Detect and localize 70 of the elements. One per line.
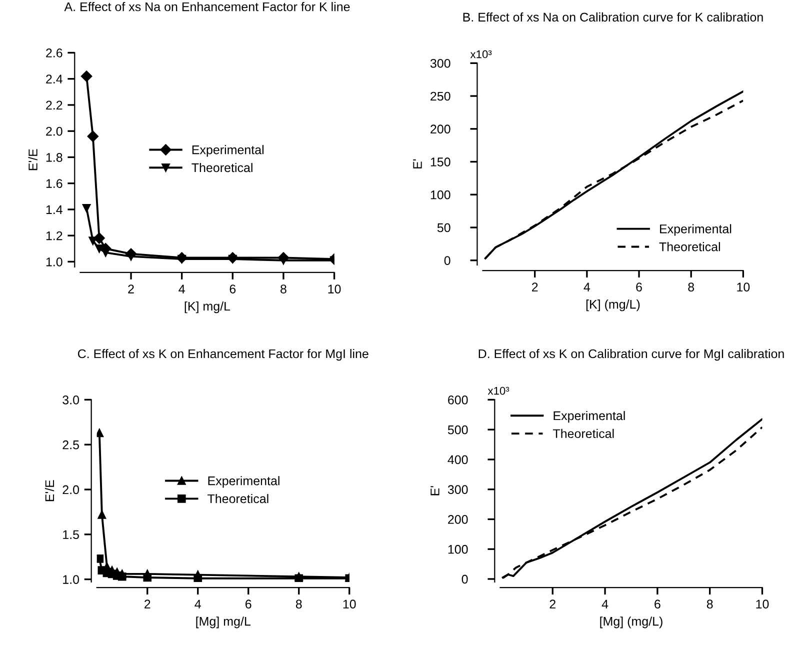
y-tick-label: 3.0 (62, 396, 80, 404)
y-tick-label: 600 (448, 396, 468, 404)
legend-label: Experimental (554, 410, 625, 423)
x-tick-label: 10 (328, 284, 341, 294)
y-tick-label: 300 (448, 485, 468, 494)
x-tick-label: 8 (688, 282, 694, 292)
y-tick-label: 500 (448, 425, 468, 434)
x-tick-label: 2 (128, 284, 134, 294)
y-tick-label: 1.2 (46, 231, 62, 240)
x-axis-title: [K] mg/L (184, 301, 230, 314)
chart-title: C. Effect of xs K on Enhancement Factor for MgI line (78, 348, 368, 361)
x-tick-label: 2 (144, 600, 150, 608)
y-tick-label: 100 (448, 544, 468, 554)
y-tick-label: 2.5 (62, 440, 79, 450)
x-axis-title: [Mg] (mg/L) (600, 616, 662, 628)
chart-title: D. Effect of xs K on Calibration curve for MgI calibration (478, 348, 784, 361)
y-tick-label: 2.6 (46, 48, 62, 58)
x-tick-label: 4 (178, 284, 185, 294)
legend-label: Theoretical (208, 494, 268, 504)
y-tick-label: 2.0 (62, 485, 80, 494)
x-tick-label: 10 (737, 282, 750, 292)
y-tick-label: 150 (430, 158, 450, 166)
y-tick-label: 2.4 (46, 74, 62, 84)
y-tick-label: 2.0 (46, 126, 62, 136)
x-tick-label: 10 (756, 600, 769, 609)
legend-label: Theoretical (553, 428, 614, 438)
text: x10³ (488, 386, 510, 395)
x-tick-label: 2 (550, 600, 556, 608)
x-tick-label: 2 (532, 282, 538, 292)
y-tick-label: 200 (430, 124, 450, 134)
x-tick-label: 8 (280, 284, 286, 294)
x-tick-label: 8 (296, 600, 302, 609)
legend-label: Experimental (192, 145, 264, 157)
y-tick-label: 1.5 (63, 530, 79, 540)
legend-label: Experimental (660, 224, 732, 236)
y-tick-label: 2.2 (46, 100, 62, 110)
y-tick-label: 1.0 (46, 257, 62, 266)
legend-label: Theoretical (659, 242, 720, 252)
x-axis-title: [K] (mg/L) (586, 300, 640, 312)
x-tick-label: 4 (584, 282, 590, 292)
y-axis-title: E'/E (44, 480, 54, 502)
text: x10³ (470, 50, 492, 58)
chart-title: B. Effect of xs Na on Calibration curve for K calibration (463, 12, 763, 22)
y-tick-label: 250 (430, 92, 450, 101)
x-tick-label: 8 (706, 600, 713, 609)
x-tick-label: 6 (246, 600, 252, 609)
y-tick-label: 300 (430, 58, 450, 68)
x-tick-label: 6 (636, 282, 642, 292)
y-tick-label: 0 (462, 574, 468, 584)
y-tick-label: 50 (437, 223, 450, 232)
y-tick-label: 200 (448, 515, 468, 524)
y-tick-label: 1.4 (46, 205, 62, 214)
legend-label: Experimental (208, 476, 280, 488)
y-axis-title: E' (413, 159, 422, 168)
x-axis-title: [Mg] mg/L (196, 616, 250, 628)
legend-label: Theoretical (192, 162, 252, 172)
x-tick-label: 6 (654, 600, 660, 609)
x-tick-label: 4 (602, 600, 608, 608)
y-axis-title: E' (430, 486, 440, 496)
x-tick-label: 10 (343, 600, 356, 609)
y-tick-label: 1.6 (46, 179, 62, 188)
y-tick-label: 1.0 (63, 575, 80, 584)
y-tick-label: 0 (444, 256, 450, 266)
y-tick-label: 100 (430, 190, 450, 200)
x-tick-label: 4 (194, 600, 201, 608)
y-axis-title: E'/E (28, 149, 38, 170)
y-tick-label: 1.8 (46, 153, 62, 162)
x-tick-label: 6 (230, 284, 236, 294)
y-tick-label: 400 (448, 455, 468, 464)
chart-title: A. Effect of xs Na on Enhancement Factor for K line (64, 2, 350, 12)
